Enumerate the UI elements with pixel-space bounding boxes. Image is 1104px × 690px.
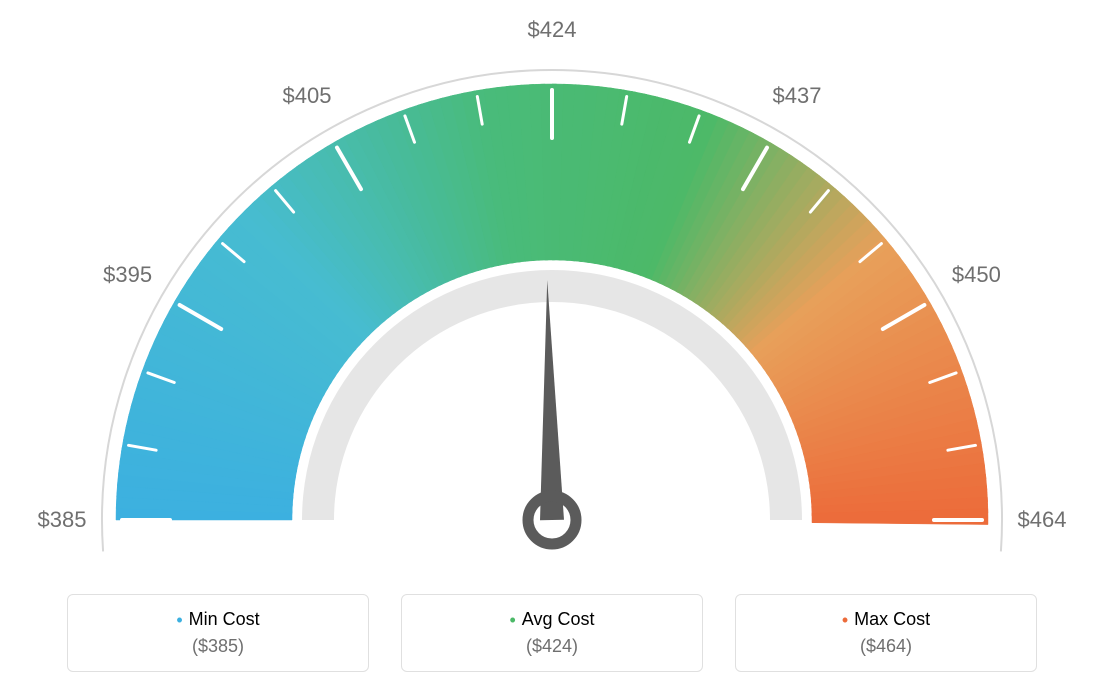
legend-max-text: Max Cost: [854, 609, 930, 630]
legend-max-value: ($464): [860, 636, 912, 657]
gauge: $385 $395 $405 $424 $437 $450 $464: [0, 0, 1104, 570]
gauge-tick-label: $424: [528, 17, 577, 43]
legend-avg-text: Avg Cost: [522, 609, 595, 630]
legend-min-text: Min Cost: [189, 609, 260, 630]
dot-icon: •: [842, 611, 848, 629]
gauge-tick-label: $395: [103, 262, 152, 288]
legend-avg-value: ($424): [526, 636, 578, 657]
legend-min: • Min Cost ($385): [67, 594, 369, 672]
gauge-tick-label: $437: [773, 83, 822, 109]
legend-avg: • Avg Cost ($424): [401, 594, 703, 672]
legend-max: • Max Cost ($464): [735, 594, 1037, 672]
gauge-tick-label: $450: [952, 262, 1001, 288]
gauge-svg: [0, 0, 1104, 570]
dot-icon: •: [176, 611, 182, 629]
gauge-tick-label: $385: [38, 507, 87, 533]
legend-avg-label: • Avg Cost: [509, 609, 594, 630]
gauge-tick-label: $464: [1018, 507, 1067, 533]
gauge-tick-label: $405: [283, 83, 332, 109]
legend-min-label: • Min Cost: [176, 609, 259, 630]
legend-max-label: • Max Cost: [842, 609, 930, 630]
cost-gauge-chart: $385 $395 $405 $424 $437 $450 $464 • Min Cost …: [0, 0, 1104, 690]
legend-min-value: ($385): [192, 636, 244, 657]
dot-icon: •: [509, 611, 515, 629]
legend-row: • Min Cost ($385) • Avg Cost ($424) • Ma…: [0, 594, 1104, 672]
